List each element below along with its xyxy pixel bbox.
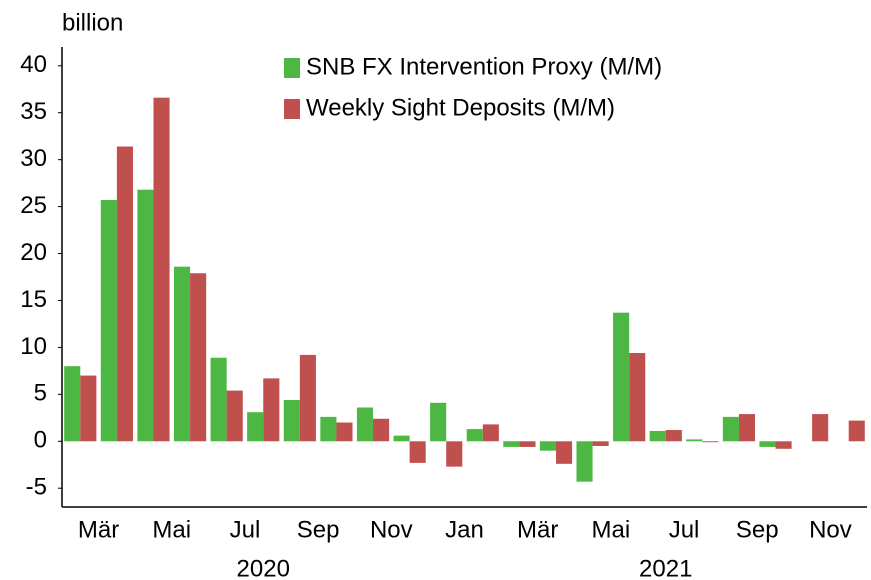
bar (503, 441, 520, 447)
bar (613, 312, 630, 442)
x-tick-label: Sep (736, 516, 779, 543)
bar (409, 441, 426, 463)
bar (555, 441, 573, 464)
y-tick-label: 25 (20, 192, 47, 219)
bar (482, 424, 499, 442)
y-axis-label: billion (62, 9, 123, 36)
bar (226, 390, 243, 442)
bar (539, 441, 556, 451)
bar (446, 441, 463, 467)
bar (812, 414, 829, 442)
bar (592, 441, 609, 446)
legend-label: SNB FX Intervention Proxy (M/M) (306, 53, 662, 80)
bar (336, 422, 353, 442)
bar (283, 399, 300, 442)
y-tick-label: 20 (20, 239, 47, 266)
bar (153, 97, 170, 442)
bar (848, 420, 865, 442)
x-tick-label: Sep (297, 516, 340, 543)
y-tick-label: 5 (34, 380, 47, 407)
bar (64, 366, 81, 442)
bar (356, 407, 374, 442)
bar (80, 375, 97, 442)
year-label: 2021 (639, 555, 692, 580)
bar (190, 273, 207, 442)
legend-swatch (284, 58, 300, 78)
bar (137, 189, 154, 442)
x-tick-label: Mär (78, 516, 119, 543)
y-tick-label: 35 (20, 98, 47, 125)
bar (702, 441, 719, 443)
y-tick-label: 15 (20, 286, 47, 313)
legend-swatch (284, 99, 300, 119)
year-label: 2020 (237, 555, 290, 580)
bar (393, 435, 410, 442)
bar (299, 354, 316, 442)
y-tick-label: 30 (20, 145, 47, 172)
bar (722, 416, 739, 442)
bar (576, 441, 593, 482)
bar (173, 266, 191, 442)
bar (665, 430, 682, 442)
bar (320, 416, 337, 442)
bar (116, 146, 133, 442)
bar (759, 441, 776, 447)
bar (519, 441, 536, 447)
bar (100, 200, 117, 442)
x-tick-label: Jul (230, 516, 261, 543)
bar (629, 353, 646, 442)
bar (775, 441, 792, 449)
legend-label: Weekly Sight Deposits (M/M) (306, 94, 615, 121)
x-tick-label: Mär (517, 516, 558, 543)
bar (210, 357, 227, 442)
bar (686, 439, 703, 442)
bar (738, 414, 756, 442)
bar (263, 378, 280, 442)
bar (430, 402, 447, 442)
y-tick-label: 10 (20, 333, 47, 360)
x-tick-label: Jul (669, 516, 700, 543)
bar (466, 429, 483, 442)
x-tick-label: Nov (370, 516, 413, 543)
x-tick-label: Mai (592, 516, 631, 543)
bar (649, 430, 666, 442)
x-tick-label: Jan (445, 516, 484, 543)
y-tick-label: 0 (34, 427, 47, 454)
bar (247, 412, 264, 442)
y-tick-label: -5 (26, 474, 47, 501)
x-tick-label: Nov (809, 516, 852, 543)
bar (373, 418, 390, 442)
y-tick-label: 40 (20, 51, 47, 78)
x-tick-label: Mai (152, 516, 191, 543)
